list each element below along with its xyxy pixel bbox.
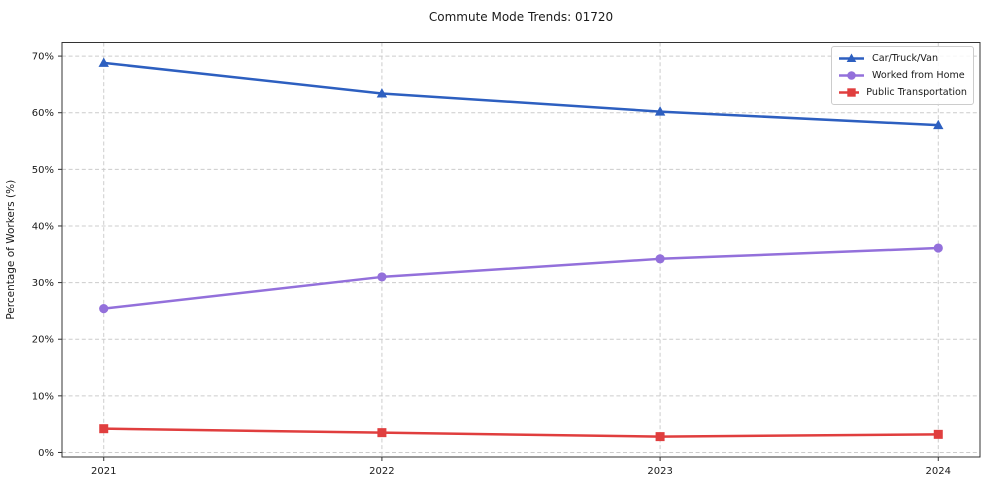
y-tick-label: 70% xyxy=(32,52,54,63)
circle-marker xyxy=(847,71,856,80)
y-tick-label: 40% xyxy=(32,221,54,232)
x-tick-label: 2021 xyxy=(91,466,116,477)
data-point-marker xyxy=(98,57,109,67)
data-point-marker xyxy=(933,243,943,253)
triangle-marker-line-icon xyxy=(839,53,864,62)
data-point-marker xyxy=(99,304,109,314)
series-line-public-transportation xyxy=(102,427,940,438)
x-tick-label: 2022 xyxy=(369,466,394,477)
legend-label: Car/Truck/Van xyxy=(872,53,939,64)
data-point-marker xyxy=(377,272,387,282)
legend-label: Worked from Home xyxy=(872,70,965,81)
x-tick-label: 2024 xyxy=(926,466,951,477)
data-point-marker xyxy=(933,429,943,439)
legend-label: Public Transportation xyxy=(866,87,967,98)
y-tick-label: 10% xyxy=(32,391,54,402)
square-marker-line-icon xyxy=(839,88,860,97)
data-point-marker xyxy=(377,428,387,438)
circle-marker-line-icon xyxy=(839,71,864,80)
data-point-marker xyxy=(933,119,944,130)
y-tick-label: 60% xyxy=(32,108,54,119)
legend: Car/Truck/Van Worked from Home Public Tr… xyxy=(831,46,974,105)
y-tick-label: 50% xyxy=(32,165,54,176)
y-tick-label: 0% xyxy=(38,448,54,459)
data-point-marker xyxy=(99,424,109,434)
data-point-marker xyxy=(655,432,665,442)
x-tick-label: 2023 xyxy=(647,466,672,477)
square-marker xyxy=(847,88,856,97)
y-axis-label: Percentage of Workers (%) xyxy=(5,180,17,320)
data-point-marker xyxy=(376,88,388,98)
series-line-car-truck-van xyxy=(102,61,940,127)
data-point-marker xyxy=(655,254,665,264)
triangle-marker xyxy=(846,53,857,62)
data-point-marker xyxy=(654,106,666,116)
plot-frame xyxy=(61,42,981,458)
legend-item-public-transportation: Public Transportation xyxy=(838,86,967,99)
y-tick-label: 20% xyxy=(32,335,54,346)
series-line-worked-from-home xyxy=(102,246,940,310)
chart-title: Commute Mode Trends: 01720 xyxy=(428,10,614,24)
y-tick-label: 30% xyxy=(32,278,54,289)
legend-item-worked-from-home: Worked from Home xyxy=(838,69,967,82)
legend-item-car-truck-van: Car/Truck/Van xyxy=(838,52,967,65)
